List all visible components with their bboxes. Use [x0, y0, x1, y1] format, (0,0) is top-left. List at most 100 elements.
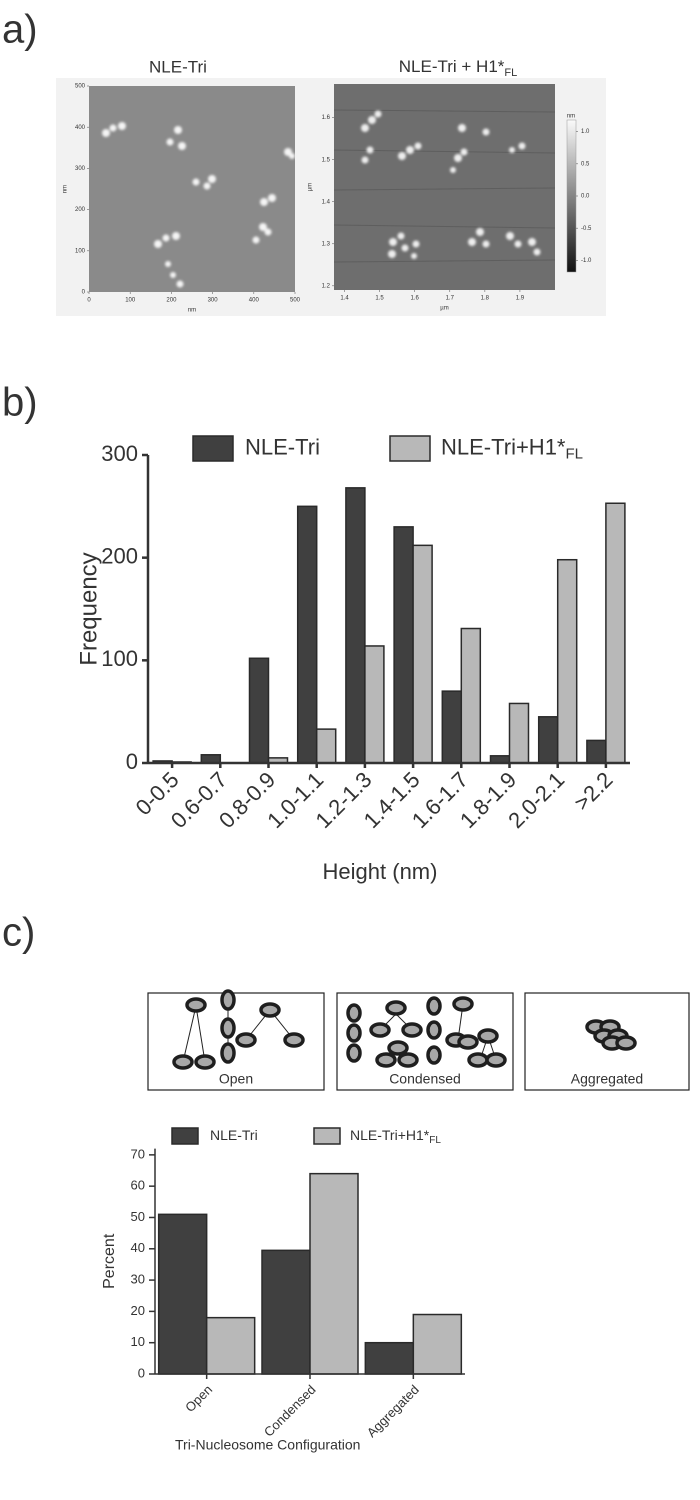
y-tick-label: 20	[131, 1303, 145, 1318]
y-tick-label: 10	[131, 1334, 145, 1349]
y-tick-label: 400	[75, 125, 86, 131]
colorbar-tick-label: 0.5	[581, 161, 590, 167]
bar	[248, 657, 270, 764]
legend-text: NLE-Tri+H1*	[350, 1127, 430, 1143]
y-tick-label: 1.3	[322, 241, 331, 247]
x-tick-label: 1.6	[411, 296, 420, 302]
bar	[537, 716, 559, 764]
y-tick-label: 200	[75, 207, 86, 213]
legend-text: NLE-Tri	[245, 434, 320, 459]
bar	[556, 558, 578, 764]
x-tick-label: 300	[208, 298, 219, 304]
y-tick-label: 300	[75, 166, 86, 172]
legend-text: NLE-Tri	[210, 1127, 258, 1143]
legend-swatch	[171, 1127, 199, 1145]
y-axis-label: Frequency	[75, 552, 102, 665]
x-tick-label: >2.2	[569, 767, 617, 815]
y-tick-label: 70	[131, 1146, 145, 1161]
bar	[315, 728, 337, 764]
diagram-label: Condensed	[389, 1071, 461, 1087]
y-tick-label: 500	[75, 84, 86, 90]
nucleosomes	[172, 989, 637, 1070]
bar	[205, 1316, 256, 1375]
panel-label: a)	[2, 8, 38, 52]
legend-subscript: FL	[429, 1135, 441, 1146]
bar	[586, 739, 607, 764]
y-tick-label: 1.2	[322, 283, 331, 289]
legend-label: NLE-Tri	[245, 434, 320, 459]
y-tick-label: 0	[126, 749, 138, 774]
x-axis-label: Tri-Nucleosome Configuration	[175, 1437, 360, 1453]
bar	[345, 487, 366, 764]
legend-label: NLE-Tri+H1*FL	[350, 1127, 441, 1146]
colorbar-tick-label: -1.0	[581, 258, 592, 264]
bar	[393, 526, 414, 764]
x-tick-label: Open	[182, 1382, 215, 1415]
image-title: NLE-Tri + H1*FL	[399, 57, 518, 78]
image-title: NLE-Tri	[149, 57, 207, 76]
legend-swatch	[389, 435, 431, 462]
y-axis-label: nm	[63, 185, 69, 193]
x-axis-label: nm	[188, 308, 196, 314]
bar	[508, 702, 530, 764]
x-tick-label: 100	[125, 298, 136, 304]
legend-text: NLE-Tri+H1*	[441, 434, 566, 459]
diagram-label: Open	[219, 1071, 253, 1087]
legend-swatch	[313, 1127, 341, 1145]
y-tick-label: 30	[131, 1272, 145, 1287]
x-tick-label: 200	[166, 298, 177, 304]
bar	[157, 1213, 208, 1375]
y-axis-label: µm	[308, 183, 314, 191]
bar	[460, 627, 482, 764]
x-tick-label: 0	[87, 298, 91, 304]
x-tick-label: 1.7	[446, 296, 455, 302]
panel-label: b)	[2, 381, 38, 425]
bar	[309, 1172, 359, 1375]
y-tick-label: 40	[131, 1240, 145, 1255]
y-tick-label: 50	[131, 1209, 145, 1224]
panel-label: c)	[2, 911, 35, 955]
title-subscript: FL	[504, 67, 517, 79]
afm-image	[89, 86, 295, 292]
diagram-boxes	[147, 992, 690, 1091]
legend-swatch	[192, 435, 234, 462]
colorbar-tick-label: -0.5	[581, 226, 592, 232]
legend-label: NLE-Tri	[210, 1127, 258, 1143]
y-tick-label: 1.5	[322, 157, 331, 163]
x-tick-label: 1.4	[340, 296, 349, 302]
bar	[605, 502, 626, 764]
x-tick-label: Condensed	[261, 1382, 319, 1440]
bar	[261, 1249, 311, 1375]
y-tick-label: 300	[101, 441, 138, 466]
legend-label: NLE-Tri+H1*FL	[441, 434, 583, 462]
x-tick-label: Aggregated	[364, 1382, 422, 1440]
y-tick-label: 1.6	[322, 115, 331, 121]
colorbar-tick-label: 0.0	[581, 194, 590, 200]
bar	[364, 1341, 415, 1375]
x-axis-label: µm	[440, 306, 448, 312]
diagram-label: Aggregated	[571, 1071, 643, 1087]
colorbar-label: nm	[567, 114, 575, 120]
bar	[364, 645, 385, 764]
y-tick-label: 60	[131, 1178, 145, 1193]
y-tick-label: 100	[75, 248, 86, 254]
y-tick-label: 1.4	[322, 199, 331, 205]
bar	[296, 505, 318, 764]
y-tick-label: 100	[101, 646, 138, 671]
title-text: NLE-Tri + H1*	[399, 57, 505, 76]
y-tick-label: 0	[82, 290, 86, 296]
legend-subscript: FL	[566, 445, 584, 462]
y-tick-label: 200	[101, 543, 138, 568]
x-tick-label: 1.9	[516, 296, 525, 302]
x-tick-label: 500	[290, 298, 301, 304]
afm-image	[333, 84, 556, 290]
y-tick-label: 0	[138, 1365, 145, 1380]
colorbar	[566, 119, 577, 273]
x-tick-label: 400	[249, 298, 260, 304]
x-axis-label: Height (nm)	[323, 859, 438, 884]
x-tick-label: 1.5	[375, 296, 384, 302]
colorbar-tick-label: 1.0	[581, 129, 590, 135]
x-tick-label: 1.8	[481, 296, 490, 302]
